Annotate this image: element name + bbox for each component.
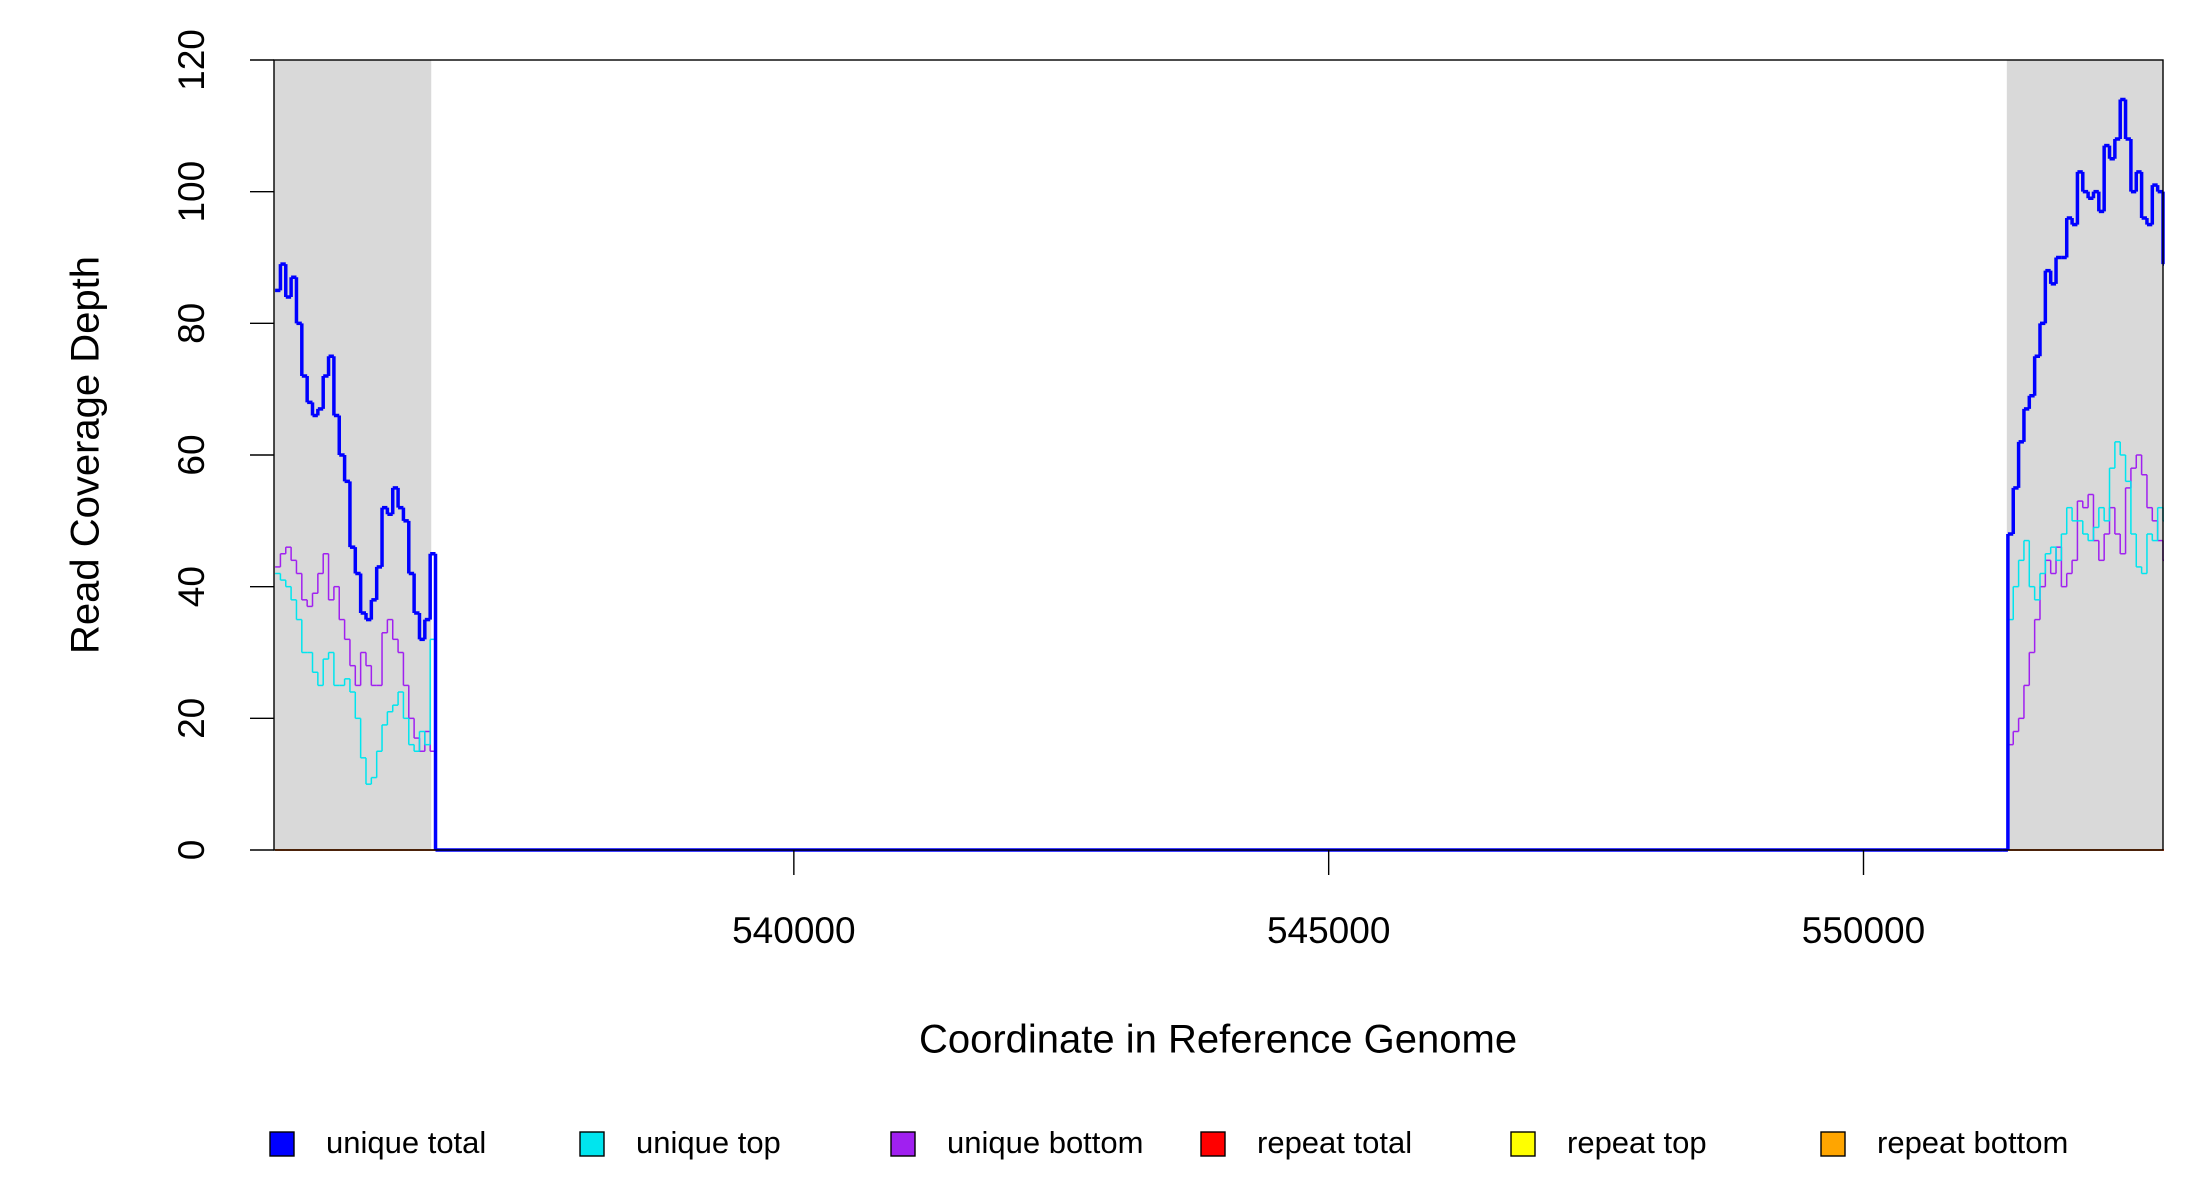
step-connector: [278, 99, 2165, 850]
legend-label: repeat total: [1257, 1125, 1412, 1160]
series: [275, 454, 2164, 851]
step-connector: [279, 441, 2164, 850]
x-tick-label: 545000: [1267, 910, 1390, 951]
step-connector: [279, 455, 2164, 850]
legend-label: repeat bottom: [1877, 1125, 2068, 1160]
y-tick-label: 100: [171, 161, 212, 223]
y-tick-label: 80: [171, 303, 212, 344]
y-tick-label: 0: [171, 840, 212, 861]
legend-swatch: [1820, 1131, 1846, 1157]
series: [275, 441, 2164, 851]
legend-swatch: [269, 1131, 295, 1157]
legend-swatch: [1200, 1131, 1226, 1157]
y-tick-label: 40: [171, 566, 212, 607]
series: [275, 97, 2165, 852]
legend-label: unique total: [326, 1125, 486, 1160]
x-axis-label: Coordinate in Reference Genome: [919, 1018, 1517, 1062]
legend-label: unique top: [636, 1125, 781, 1160]
y-axis-label: Read Coverage Depth: [64, 256, 108, 654]
legend-label: repeat top: [1567, 1125, 1707, 1160]
shaded-region: [274, 60, 432, 850]
legend-label: unique bottom: [947, 1125, 1143, 1160]
plot-frame: [273, 59, 2164, 851]
y-tick-label: 120: [171, 29, 212, 91]
legend-swatch: [579, 1131, 605, 1157]
x-tick-label: 540000: [732, 910, 855, 951]
y-tick-label: 60: [171, 434, 212, 475]
y-tick-label: 20: [171, 698, 212, 739]
legend-swatch: [890, 1131, 916, 1157]
legend-swatch: [1510, 1131, 1536, 1157]
x-tick-label: 550000: [1802, 910, 1925, 951]
